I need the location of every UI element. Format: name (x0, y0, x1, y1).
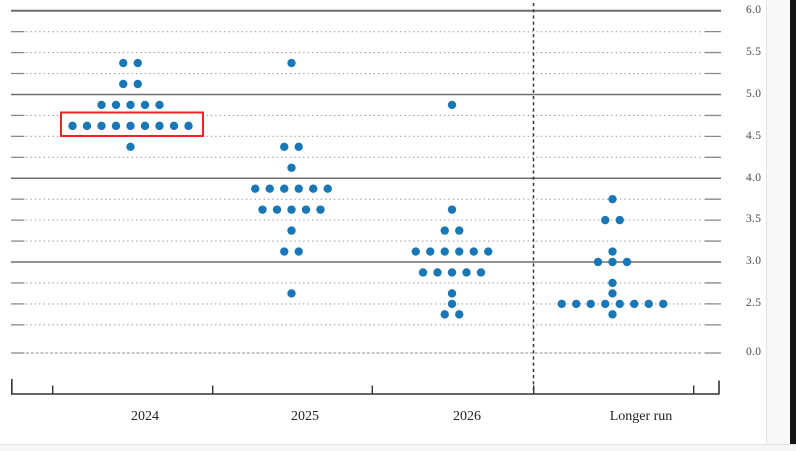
projection-dot (111, 100, 121, 110)
projection-dot (287, 163, 296, 172)
projection-dot (309, 184, 318, 193)
projection-dot (316, 205, 325, 214)
x-axis-label-2024: 2024 (131, 409, 159, 424)
projection-dot (323, 184, 332, 193)
projection-dot (440, 310, 449, 319)
projection-dot (287, 205, 296, 214)
projection-dot (280, 184, 289, 193)
projection-dot (133, 58, 142, 68)
projection-dot (608, 289, 617, 298)
projection-dot (455, 247, 464, 256)
projection-dot (462, 268, 471, 277)
projection-dot (484, 247, 493, 256)
projection-dot (265, 184, 274, 193)
y-axis-label: 2.5 (746, 297, 762, 309)
y-axis-label: 4.5 (746, 130, 762, 142)
projection-dot (301, 205, 311, 214)
projection-dot (593, 257, 603, 267)
projection-dot (433, 268, 442, 277)
projection-dot (455, 226, 464, 235)
projection-dot (280, 142, 289, 152)
projection-dot (426, 247, 435, 256)
projection-dot (126, 100, 135, 110)
projection-dot (557, 299, 566, 309)
projection-dot (447, 299, 457, 309)
projection-dot (615, 299, 624, 309)
projection-dot (469, 247, 478, 256)
projection-dot (476, 268, 486, 277)
projection-dot (82, 121, 92, 131)
projection-dot (411, 247, 420, 256)
y-axis-label: 3.0 (746, 255, 762, 267)
projection-dot (119, 58, 128, 68)
projection-dot (608, 194, 617, 204)
window-right-border (790, 0, 796, 444)
projection-dot (155, 100, 164, 110)
projection-dot (111, 121, 121, 131)
projection-dot (447, 205, 457, 214)
projection-dot (97, 121, 106, 131)
projection-dot (659, 299, 668, 309)
projection-dot (287, 58, 296, 68)
x-axis-label-2025: 2025 (291, 409, 319, 424)
projection-dot (601, 299, 610, 309)
projection-dot (447, 268, 457, 277)
projection-dot (440, 226, 449, 235)
y-axis-label: 0.0 (746, 346, 762, 358)
y-axis-label: 6.0 (746, 4, 762, 16)
projection-dot (440, 247, 449, 256)
projection-dot (644, 299, 653, 309)
y-axis-label: 3.5 (746, 213, 762, 225)
window-bottom-strip (0, 444, 796, 451)
projection-dot (184, 121, 193, 131)
projection-dot (447, 289, 457, 298)
projection-dot (608, 310, 617, 319)
projection-dot (615, 215, 624, 225)
projection-dot (447, 100, 457, 110)
right-side-panel (766, 0, 791, 444)
projection-dot (418, 268, 428, 277)
projection-dot (601, 215, 610, 225)
projection-dot (133, 79, 142, 89)
projection-dot (630, 299, 639, 309)
projection-dot (155, 121, 164, 131)
projection-dot (126, 121, 135, 131)
projection-dot (608, 247, 617, 256)
projection-dot (126, 142, 135, 152)
projection-dot (455, 310, 464, 319)
projection-dot (280, 247, 289, 256)
x-axis-label-2026: 2026 (453, 409, 481, 424)
projection-dot (294, 247, 303, 256)
projection-dot (294, 184, 303, 193)
projection-dot (140, 100, 150, 110)
projection-dot (68, 121, 77, 131)
projection-dot (251, 184, 260, 193)
x-axis-label-longer-run: Longer run (609, 409, 673, 424)
projection-dot (586, 299, 595, 309)
projection-dot (258, 205, 267, 214)
projection-dot (287, 226, 296, 235)
projection-dot (169, 121, 179, 131)
y-axis-label: 5.0 (746, 88, 762, 100)
projection-dot (140, 121, 150, 131)
projection-dot (622, 257, 632, 267)
projection-dot (572, 299, 581, 309)
y-axis-label: 5.5 (746, 46, 762, 58)
projection-dot (97, 100, 106, 110)
projection-dot (119, 79, 128, 89)
projection-dot (272, 205, 282, 214)
projection-dot (608, 278, 617, 288)
projection-dot (294, 142, 303, 152)
projection-dot (287, 289, 296, 298)
y-axis-label: 4.0 (746, 172, 762, 184)
projection-dot (608, 257, 617, 267)
